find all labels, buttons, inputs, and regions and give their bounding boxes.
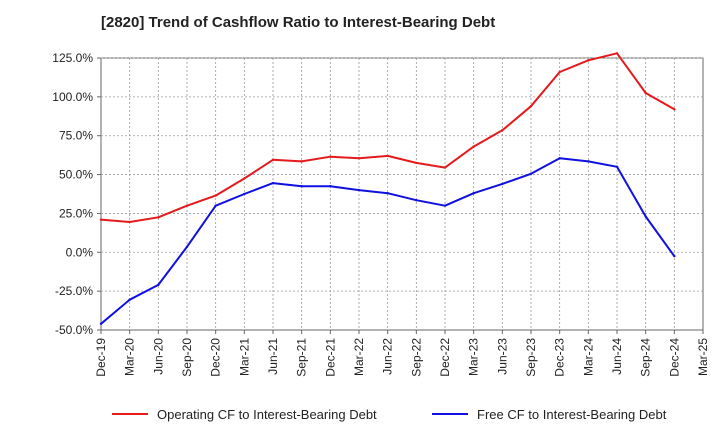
series-2-point: [185, 245, 189, 249]
series-1-point: [501, 129, 504, 132]
series-2-point: [329, 185, 332, 188]
series-2-point: [472, 192, 475, 195]
series-2-point: [386, 192, 389, 195]
series-2-point: [300, 185, 303, 188]
x-tick-label: Sep-23: [524, 338, 538, 377]
series-2-point: [243, 192, 246, 196]
x-tick-label: Mar-25: [696, 338, 710, 376]
series-1-point: [300, 160, 303, 163]
x-tick-label: Sep-24: [639, 338, 653, 377]
x-tick-label: Jun-20: [151, 338, 165, 375]
series-1-point: [673, 108, 676, 111]
series-1-point: [615, 52, 619, 55]
series-1-point: [329, 155, 332, 158]
x-tick-label: Mar-24: [581, 338, 595, 376]
x-tick-label: Sep-22: [409, 338, 423, 377]
series-1-point: [529, 104, 533, 108]
series-1-point: [99, 218, 103, 221]
x-tick-label: Dec-23: [553, 338, 567, 377]
series-2-point: [615, 165, 619, 168]
x-tick-label: Mar-22: [352, 338, 366, 376]
x-tick-label: Mar-20: [123, 338, 137, 376]
series-2-point: [501, 182, 504, 186]
series-1-point: [243, 177, 246, 180]
y-tick-label: -25.0%: [55, 284, 93, 298]
series-1-point: [386, 154, 389, 158]
series-2-point: [214, 204, 217, 207]
chart-title: [2820] Trend of Cashflow Ratio to Intere…: [101, 14, 496, 31]
series-2-point: [157, 283, 160, 287]
legend-label: Free CF to Interest-Bearing Debt: [477, 407, 667, 422]
y-tick-label: 50.0%: [59, 168, 93, 182]
x-tick-label: Jun-24: [610, 338, 624, 375]
series-1-point: [558, 70, 561, 74]
x-tick-label: Dec-24: [667, 338, 681, 377]
series-2-point: [415, 199, 418, 202]
x-tick-label: Dec-20: [209, 338, 223, 377]
series-1-point: [357, 157, 361, 160]
x-tick-label: Sep-21: [295, 338, 309, 377]
x-tick-label: Jun-22: [381, 338, 395, 375]
legend-label: Operating CF to Interest-Bearing Debt: [157, 407, 377, 422]
series-1-point: [271, 158, 275, 162]
y-tick-label: 75.0%: [59, 129, 93, 143]
series-1-point: [185, 204, 189, 207]
series-2-point: [128, 298, 131, 301]
x-tick-label: Jun-23: [495, 338, 509, 375]
x-tick-label: Sep-20: [180, 338, 194, 377]
series-1-point: [214, 194, 217, 197]
series-1-point: [157, 216, 160, 219]
y-tick-label: 0.0%: [66, 245, 94, 259]
series-2-point: [529, 172, 533, 175]
series-2-point: [644, 215, 647, 218]
y-tick-label: 125.0%: [52, 51, 93, 65]
y-tick-label: -50.0%: [55, 323, 93, 337]
x-tick-label: Dec-22: [438, 338, 452, 377]
series-1-point: [644, 91, 647, 95]
x-tick-label: Mar-21: [237, 338, 251, 376]
series-1-point: [415, 161, 418, 165]
x-tick-label: Dec-21: [323, 338, 337, 377]
series-2-point: [99, 322, 103, 325]
series-2-point: [558, 157, 561, 160]
x-tick-label: Mar-23: [467, 338, 481, 376]
series-1-point: [443, 166, 447, 169]
plot-area: [100, 57, 704, 331]
x-tick-label: Jun-21: [266, 338, 280, 375]
series-2-point: [357, 188, 361, 192]
series-2-point: [271, 181, 275, 185]
series-1-point: [587, 59, 590, 62]
series-2-point: [673, 254, 676, 258]
series-1-point: [128, 220, 131, 224]
x-tick-label: Dec-19: [94, 338, 108, 377]
series-1-point: [472, 145, 475, 148]
series-2-point: [443, 204, 447, 207]
series-2-point: [587, 160, 590, 163]
y-tick-label: 25.0%: [59, 206, 93, 220]
y-tick-label: 100.0%: [52, 90, 93, 104]
